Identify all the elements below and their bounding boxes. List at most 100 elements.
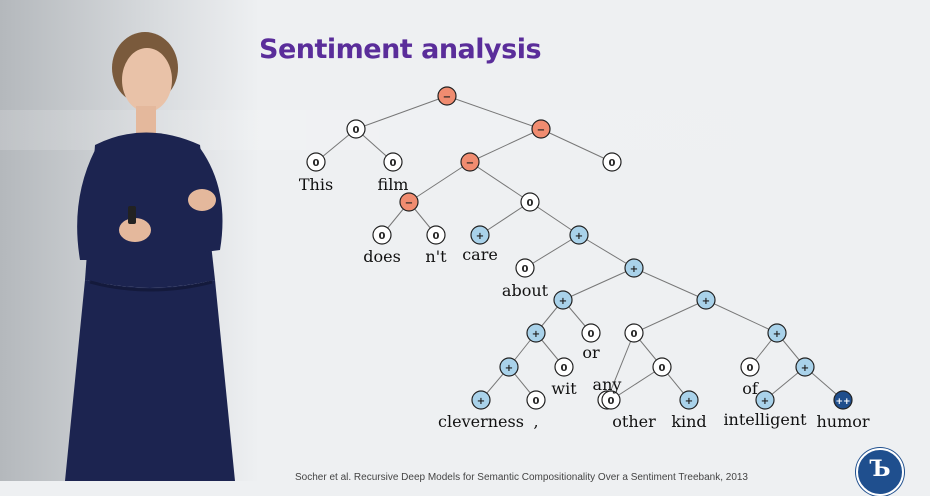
tree-node-neutral: 0 bbox=[346, 119, 366, 139]
tree-word: humor bbox=[816, 412, 869, 431]
tree-node-neutral: 0 bbox=[515, 258, 535, 278]
tree-node-positive: + bbox=[569, 225, 589, 245]
svg-text:0: 0 bbox=[433, 231, 440, 242]
tree-edge bbox=[469, 161, 531, 203]
citation-footer: Socher et al. Recursive Deep Models for … bbox=[295, 472, 748, 483]
svg-text:0: 0 bbox=[747, 363, 754, 374]
tree-node-positive: + bbox=[767, 323, 787, 343]
tree-edge bbox=[633, 299, 707, 334]
tree-edge bbox=[446, 95, 542, 130]
tree-node-positive: + bbox=[624, 258, 644, 278]
tree-node-positive: + bbox=[553, 290, 573, 310]
svg-text:+: + bbox=[630, 264, 638, 275]
svg-text:0: 0 bbox=[608, 396, 615, 407]
svg-text:0: 0 bbox=[533, 396, 540, 407]
tree-node-neutral: 0 bbox=[520, 192, 540, 212]
svg-text:0: 0 bbox=[390, 158, 397, 169]
tree-edge bbox=[479, 201, 531, 236]
tree-node-neutral: 0 bbox=[601, 390, 621, 410]
tree-node-very_positive: ++ bbox=[833, 390, 853, 410]
tree-word: does bbox=[363, 247, 401, 266]
svg-text:+: + bbox=[702, 296, 710, 307]
tree-word: any bbox=[593, 375, 622, 394]
tree-word: or bbox=[582, 343, 600, 362]
tree-word: kind bbox=[671, 412, 706, 431]
tree-node-negative: − bbox=[399, 192, 419, 212]
tree-node-positive: + bbox=[795, 357, 815, 377]
tree-node-neutral: 0 bbox=[740, 357, 760, 377]
tree-word: care bbox=[462, 245, 498, 264]
tree-node-negative: − bbox=[437, 86, 457, 106]
tree-node-neutral: 0 bbox=[602, 152, 622, 172]
tree-edge bbox=[578, 234, 635, 269]
svg-text:+: + bbox=[801, 363, 809, 374]
svg-text:0: 0 bbox=[561, 363, 568, 374]
svg-text:+: + bbox=[685, 396, 693, 407]
tree-node-neutral: 0 bbox=[526, 390, 546, 410]
tree-node-negative: − bbox=[531, 119, 551, 139]
svg-text:−: − bbox=[537, 125, 545, 136]
tree-node-neutral: 0 bbox=[554, 357, 574, 377]
tree-edge bbox=[355, 95, 448, 130]
svg-text:0: 0 bbox=[379, 231, 386, 242]
svg-text:++: ++ bbox=[835, 397, 850, 407]
tree-edge bbox=[540, 128, 613, 163]
tree-edge bbox=[524, 234, 580, 269]
tree-node-neutral: 0 bbox=[306, 152, 326, 172]
svg-text:0: 0 bbox=[609, 158, 616, 169]
tree-word: of bbox=[742, 379, 759, 398]
university-logo: Ъ bbox=[856, 448, 904, 496]
svg-text:+: + bbox=[559, 296, 567, 307]
tree-node-neutral: 0 bbox=[624, 323, 644, 343]
tree-node-positive: + bbox=[679, 390, 699, 410]
tree-word: about bbox=[502, 281, 549, 300]
tree-node-negative: − bbox=[460, 152, 480, 172]
svg-text:−: − bbox=[466, 158, 474, 169]
tree-node-positive: + bbox=[755, 390, 775, 410]
svg-text:0: 0 bbox=[313, 158, 320, 169]
svg-text:+: + bbox=[532, 329, 540, 340]
tree-node-neutral: 0 bbox=[383, 152, 403, 172]
tree-node-positive: + bbox=[696, 290, 716, 310]
tree-node-positive: + bbox=[499, 357, 519, 377]
tree-word: , bbox=[533, 412, 538, 431]
tree-word: other bbox=[612, 412, 656, 431]
svg-text:+: + bbox=[773, 329, 781, 340]
svg-text:0: 0 bbox=[522, 264, 529, 275]
svg-text:+: + bbox=[575, 231, 583, 242]
tree-edge bbox=[469, 128, 542, 163]
tree-word: intelligent bbox=[723, 410, 807, 429]
svg-text:0: 0 bbox=[659, 363, 666, 374]
tree-word: film bbox=[378, 175, 409, 194]
tree-word: wit bbox=[551, 379, 577, 398]
svg-text:−: − bbox=[443, 92, 451, 103]
tree-node-neutral: 0 bbox=[581, 323, 601, 343]
svg-text:+: + bbox=[761, 396, 769, 407]
tree-node-positive: + bbox=[526, 323, 546, 343]
tree-edge bbox=[606, 332, 635, 401]
svg-text:0: 0 bbox=[631, 329, 638, 340]
sentiment-parse-tree: −0−00−0−000++0++++00++0000++00++++ Thisf… bbox=[299, 86, 870, 431]
slide-title: Sentiment analysis bbox=[259, 34, 542, 65]
svg-text:+: + bbox=[476, 231, 484, 242]
tree-edge bbox=[610, 366, 663, 401]
tree-word: This bbox=[299, 175, 333, 194]
svg-text:0: 0 bbox=[588, 329, 595, 340]
tree-edge bbox=[529, 201, 580, 236]
tree-node-positive: + bbox=[470, 225, 490, 245]
tree-word: cleverness bbox=[438, 412, 524, 431]
tree-node-neutral: 0 bbox=[372, 225, 392, 245]
tree-edge bbox=[705, 299, 778, 334]
tree-node-neutral: 0 bbox=[426, 225, 446, 245]
svg-text:0: 0 bbox=[527, 198, 534, 209]
tree-edge bbox=[633, 267, 707, 301]
presenter-image bbox=[65, 32, 235, 481]
tree-word: n't bbox=[425, 247, 447, 266]
svg-text:+: + bbox=[477, 396, 485, 407]
svg-text:+: + bbox=[505, 363, 513, 374]
tree-edge bbox=[562, 267, 635, 301]
tree-node-positive: + bbox=[471, 390, 491, 410]
svg-text:−: − bbox=[405, 198, 413, 209]
tree-edge bbox=[408, 161, 471, 203]
tree-node-neutral: 0 bbox=[652, 357, 672, 377]
